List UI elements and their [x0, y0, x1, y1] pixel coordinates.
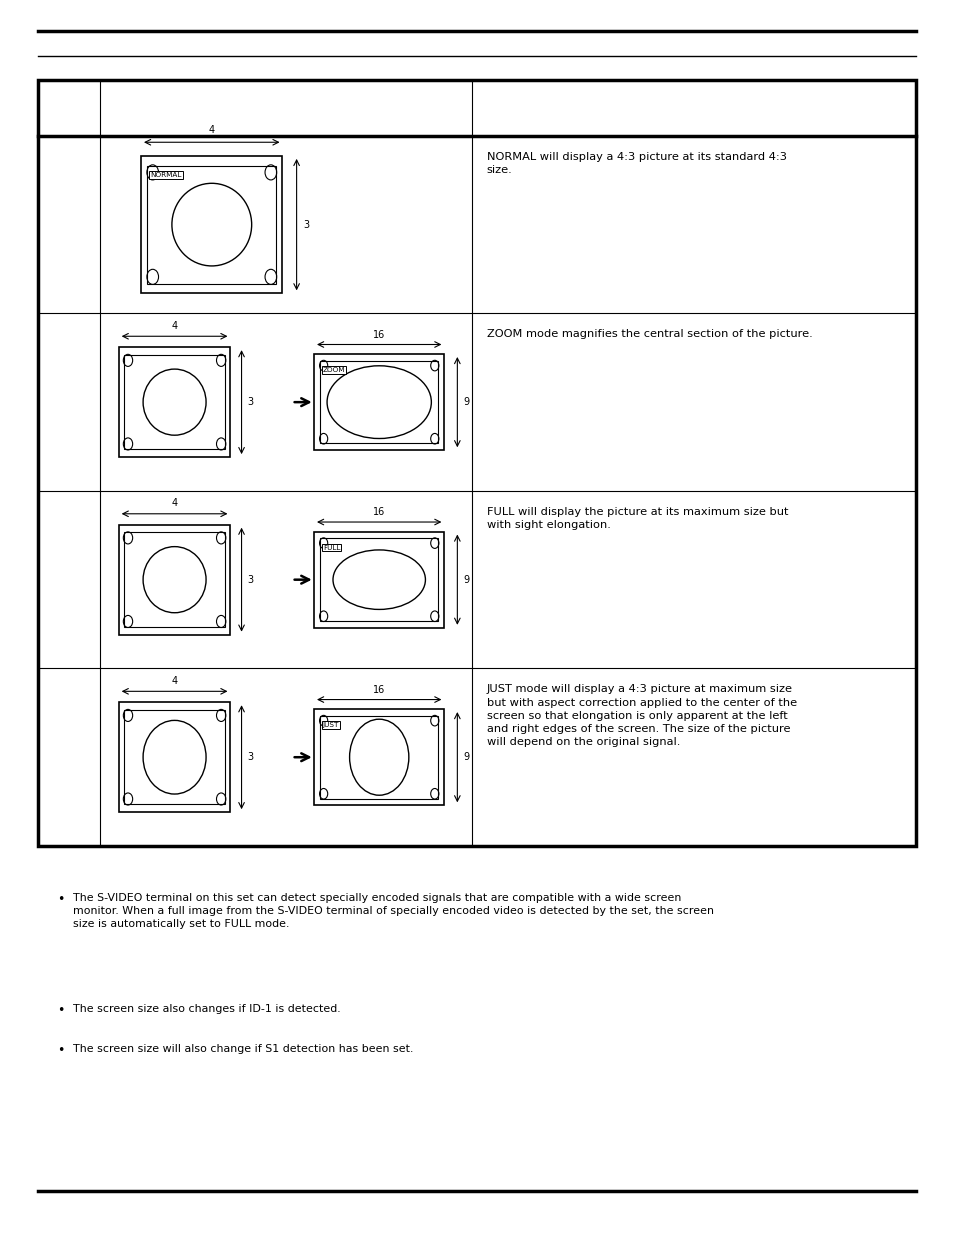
Bar	[319, 716, 438, 799]
Text: 4: 4	[172, 676, 177, 685]
Text: 4: 4	[172, 498, 177, 509]
Text: 3: 3	[247, 574, 253, 584]
Text: 16: 16	[373, 508, 385, 517]
Text: ZOOM: ZOOM	[322, 367, 345, 373]
Text: NORMAL: NORMAL	[151, 172, 181, 178]
Text: 3: 3	[303, 220, 310, 230]
Bar	[124, 710, 225, 804]
Text: The S-VIDEO terminal on this set can detect specially encoded signals that are c: The S-VIDEO terminal on this set can det…	[72, 893, 713, 929]
Text: 3: 3	[247, 752, 253, 762]
Bar	[119, 347, 231, 457]
Bar	[119, 525, 231, 635]
Text: 9: 9	[463, 752, 470, 762]
Text: JUST: JUST	[322, 722, 339, 729]
Bar	[319, 538, 438, 621]
Bar	[314, 531, 444, 627]
Text: ZOOM mode magnifies the central section of the picture.: ZOOM mode magnifies the central section …	[486, 330, 811, 340]
Text: NORMAL will display a 4:3 picture at its standard 4:3
size.: NORMAL will display a 4:3 picture at its…	[486, 152, 785, 175]
Text: 9: 9	[463, 398, 470, 408]
Text: JUST mode will display a 4:3 picture at maximum size
but with aspect correction : JUST mode will display a 4:3 picture at …	[486, 684, 796, 747]
Text: The screen size also changes if ID-1 is detected.: The screen size also changes if ID-1 is …	[72, 1004, 340, 1014]
Text: •: •	[57, 1044, 65, 1057]
Bar	[141, 156, 282, 293]
Bar	[319, 361, 438, 443]
Bar	[314, 709, 444, 805]
Text: FULL: FULL	[322, 545, 340, 551]
Text: 4: 4	[172, 321, 177, 331]
Bar	[119, 703, 231, 813]
Text: •: •	[57, 893, 65, 906]
Bar	[148, 165, 275, 284]
Bar	[38, 80, 915, 846]
Bar	[314, 354, 444, 451]
Text: 4: 4	[209, 126, 214, 136]
Text: 16: 16	[373, 330, 385, 340]
Text: 16: 16	[373, 684, 385, 695]
Text: FULL will display the picture at its maximum size but
with sight elongation.: FULL will display the picture at its max…	[486, 508, 787, 530]
Bar	[319, 361, 438, 443]
Text: The screen size will also change if S1 detection has been set.: The screen size will also change if S1 d…	[72, 1044, 413, 1053]
Bar	[124, 354, 225, 450]
Text: •: •	[57, 1004, 65, 1018]
Text: 9: 9	[463, 574, 470, 584]
Text: 3: 3	[247, 398, 253, 408]
Bar	[124, 532, 225, 627]
